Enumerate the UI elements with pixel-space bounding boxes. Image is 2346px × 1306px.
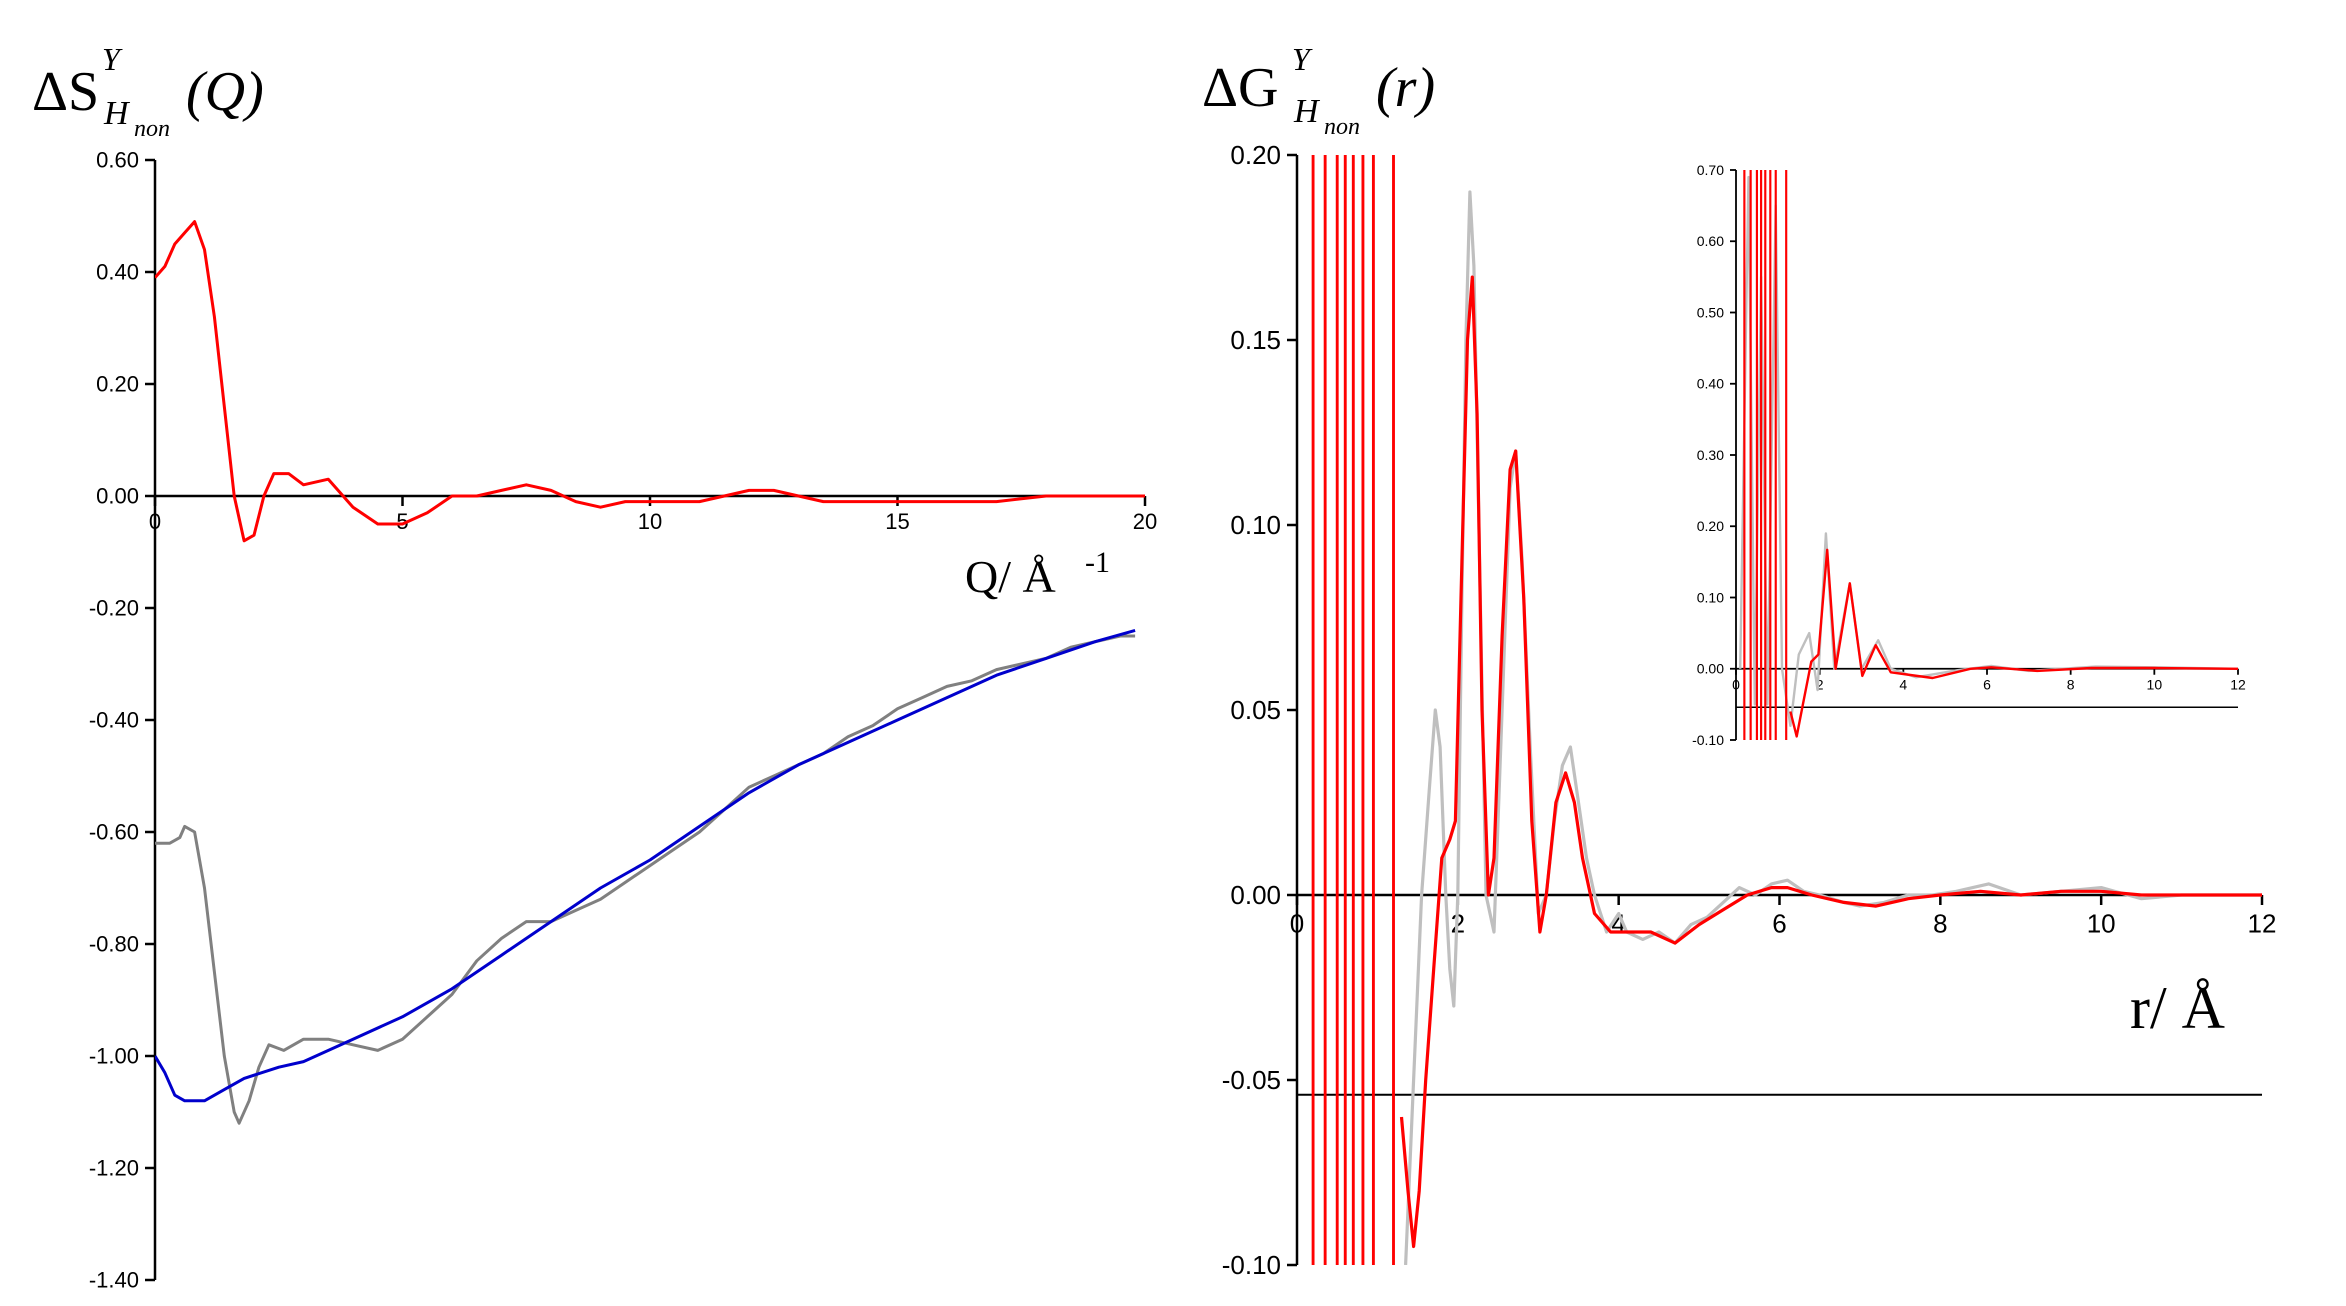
y-tick-label: 0.00: [96, 484, 139, 509]
y-tick-label: 0.15: [1230, 325, 1281, 355]
series-line-0: [1404, 190, 2262, 1265]
left-title-sub: H: [103, 95, 131, 132]
y-tick-label: 0.40: [96, 260, 139, 285]
inset-chart: 0.70 0.60 0.50 0.40 0.30 0.20 0.10 0.00 -0.10 0 2 4…: [1692, 162, 2246, 748]
x-tick-label: 20: [1133, 509, 1157, 534]
y-tick-label: 0.10: [1697, 589, 1724, 605]
pair-distribution-chart: ΔG Y H non (r) r/ Å 0.20 0.15 0.10 0.05 0.00…: [1202, 41, 2276, 1280]
right-title-sup: Y: [1292, 41, 1313, 77]
y-tick-label: 0.00: [1230, 880, 1281, 910]
x-tick-label: 8: [1933, 908, 1947, 938]
series-line-0: [155, 220, 1145, 543]
x-tick-label: 2: [1816, 676, 1824, 692]
x-tick-label: 10: [2147, 676, 2163, 692]
series-line-0: [1739, 175, 2238, 727]
y-tick-label: -1.20: [89, 1156, 139, 1181]
left-xlabel-sup: -1: [1085, 546, 1110, 579]
y-tick-label: 0.70: [1697, 162, 1724, 178]
y-tick-label: -0.20: [89, 596, 139, 621]
x-tick-label: 0: [1732, 676, 1740, 692]
y-tick-label: -0.10: [1222, 1250, 1281, 1280]
x-tick-label: 15: [885, 509, 909, 534]
y-tick-label: 0.40: [1697, 376, 1724, 392]
y-tick-label: -0.05: [1222, 1065, 1281, 1095]
x-tick-label: 10: [638, 509, 662, 534]
structure-factor-chart: ΔS Y H non (Q) Q/ Å -1 0.60 0.40 0.20 0.00 -…: [32, 41, 1157, 1293]
right-xlabel: r/ Å: [2130, 975, 2225, 1041]
x-tick-label: 6: [1772, 908, 1786, 938]
y-tick-label: -0.10: [1692, 732, 1724, 748]
left-title-subsub: non: [134, 116, 170, 142]
left-title-arg: (Q): [186, 61, 264, 123]
x-tick-label: 12: [2248, 908, 2277, 938]
x-tick-label: 5: [396, 509, 408, 534]
series-line-1: [155, 634, 1136, 1125]
y-tick-label: 0.30: [1697, 447, 1724, 463]
x-tick-label: 12: [2230, 676, 2246, 692]
x-tick-label: 10: [2087, 908, 2116, 938]
y-tick-label: 0.20: [1230, 140, 1281, 170]
y-tick-label: -1.40: [89, 1268, 139, 1293]
x-tick-label: 6: [1983, 676, 1991, 692]
y-tick-label: 0.20: [96, 372, 139, 397]
y-tick-label: 0.10: [1230, 510, 1281, 540]
right-title-sub: H: [1293, 93, 1321, 130]
x-tick-label: 0: [149, 509, 161, 534]
x-tick-label: 0: [1290, 908, 1304, 938]
y-tick-label: 0.00: [1697, 661, 1724, 677]
y-tick-label: -0.40: [89, 708, 139, 733]
series-line-2: [155, 628, 1136, 1103]
y-tick-label: -1.00: [89, 1044, 139, 1069]
left-title-sup: Y: [102, 41, 123, 77]
right-title-arg: (r): [1376, 57, 1435, 119]
y-tick-label: 0.05: [1230, 695, 1281, 725]
series-line-1: [1789, 548, 2238, 738]
x-tick-label: 4: [1899, 676, 1907, 692]
right-title-main: ΔG: [1202, 57, 1278, 119]
right-title-subsub: non: [1324, 114, 1360, 140]
y-tick-label: 0.50: [1697, 304, 1724, 320]
y-tick-label: -0.60: [89, 820, 139, 845]
y-tick-label: 0.60: [96, 148, 139, 173]
x-tick-label: 8: [2067, 676, 2075, 692]
series-line-1: [1399, 275, 2262, 1249]
y-tick-label: 0.60: [1697, 233, 1724, 249]
y-tick-label: -0.80: [89, 932, 139, 957]
left-xlabel-main: Q/ Å: [965, 551, 1056, 602]
y-tick-label: 0.20: [1697, 518, 1724, 534]
left-title-main: ΔS: [32, 61, 99, 123]
